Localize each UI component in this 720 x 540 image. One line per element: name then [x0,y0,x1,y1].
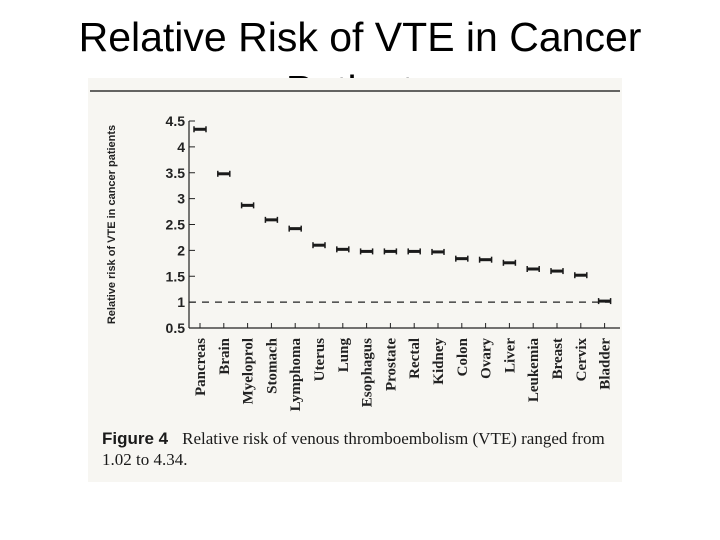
x-tick-label: Rectal [407,338,423,379]
y-tick-labels: 4.5 4 3.5 3 2.5 2 1.5 1 0.5 [166,113,186,336]
data-point [359,248,374,255]
x-tick-label: Cervix [574,338,590,382]
figure-caption: Figure 4 Relative risk of venous thromboe… [102,428,612,470]
y-tick-label: 2.5 [166,217,186,233]
x-tick-label: Liver [502,338,518,373]
y-tick-label: 3.5 [166,165,186,181]
slide-title: Relative Risk of VTE in Cancer [78,14,642,60]
figure-label: Figure 4 [102,429,169,448]
x-tick-label: Brain [217,337,233,374]
data-point [264,216,279,223]
x-tick-labels: Pancreas Brain Myeloprol Stomach Lymphoma Ute… [193,337,614,411]
data-point [217,170,231,177]
data-point [193,126,207,133]
data-point [407,248,421,255]
data-point [383,248,398,255]
x-tick-label: Kidney [431,338,447,385]
y-tick-label: 1 [177,294,185,310]
x-tick-label: Lymphoma [288,338,304,412]
y-tick-label: 1.5 [166,268,186,284]
x-tick-label: Ovary [479,338,495,379]
data-point [455,255,469,262]
data-point [502,259,517,266]
x-tick-label: Uterus [312,338,328,381]
y-tick-label: 0.5 [166,320,186,336]
y-tick-label: 4.5 [166,113,186,129]
x-tick-label: Colon [455,337,471,376]
x-tick-label: Breast [550,338,566,379]
data-point [597,298,612,305]
y-tick-label: 4 [177,139,185,155]
y-tick-label: 2 [177,242,185,258]
figure-caption-text: Relative risk of venous thromboembolism … [102,429,605,469]
data-point [240,202,255,209]
x-tick-label: Pancreas [193,338,209,396]
y-axis [188,120,620,329]
x-tick-label: Myeloprol [241,338,257,404]
y-axis-label: Relative risk of VTE in cancer patients [106,125,118,324]
data-point [431,248,445,255]
data-point [288,225,302,232]
x-tick-label: Esophagus [360,338,376,407]
x-tick-label: Lung [336,338,352,373]
data-point [336,246,350,253]
vte-risk-chart: 4.5 4 3.5 3 2.5 2 1.5 1 0.5 Relative risk of VTE… [90,90,620,411]
data-markers [193,126,612,305]
data-point [478,256,493,263]
data-point [550,268,564,275]
figure-panel: 4.5 4 3.5 3 2.5 2 1.5 1 0.5 Relative risk of VTE… [88,78,622,482]
x-tick-label: Stomach [264,337,280,393]
x-tick-label: Prostate [383,338,399,391]
data-point [526,266,540,273]
x-tick-label: Leukemia [526,338,542,403]
x-tick-label: Bladder [598,338,614,390]
data-point [574,272,588,279]
y-tick-label: 3 [177,191,185,207]
data-point [312,242,326,249]
